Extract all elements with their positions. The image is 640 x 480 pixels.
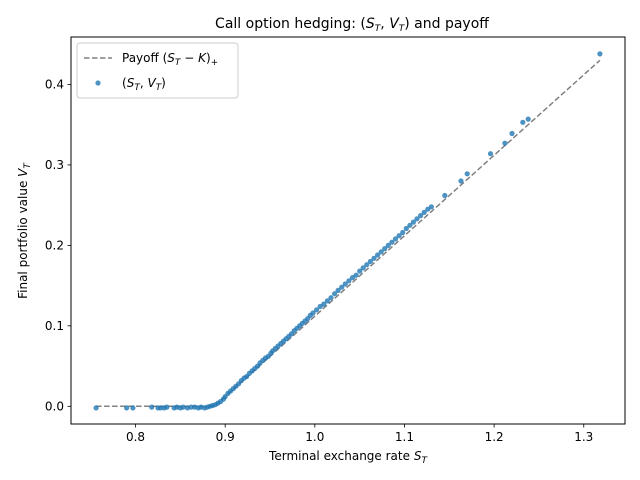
scatter-point: [392, 236, 399, 242]
scatter-point: [464, 171, 470, 177]
scatter-point: [428, 204, 434, 210]
y-tick-label: 0.0: [45, 399, 64, 413]
y-tick-label: 0.1: [45, 319, 64, 333]
y-tick-label: 0.3: [45, 158, 64, 172]
scatter-point: [396, 233, 402, 239]
scatter-point: [314, 307, 320, 313]
plot-area: [93, 51, 603, 411]
scatter-point: [442, 192, 448, 199]
x-tick-label: 0.8: [126, 430, 145, 444]
legend: Payoff (ST − K)+ (ST, VT): [76, 42, 239, 99]
scatter-point: [385, 242, 391, 248]
scatter-point: [335, 287, 341, 293]
scatter-point: [342, 281, 348, 287]
x-axis: 0.8 0.9 1.0 1.1 1.2 1.3: [126, 424, 593, 444]
scatter-point: [310, 310, 316, 316]
scatter-point: [487, 151, 494, 157]
x-tick-label: 1.2: [485, 430, 504, 444]
y-axis-label: Final portfolio value VT: [16, 162, 33, 299]
scatter-point: [124, 405, 130, 411]
scatter-point: [367, 258, 373, 265]
legend-scatter-label: (ST, VT): [122, 76, 166, 93]
scatter-point: [597, 51, 603, 57]
scatter-point: [525, 116, 531, 122]
scatter-point: [378, 249, 384, 255]
scatter-point: [403, 225, 409, 232]
scatter-point: [346, 278, 352, 284]
scatter-point: [400, 229, 406, 236]
scatter-point: [520, 119, 526, 125]
scatter-point: [353, 272, 359, 278]
x-tick-label: 1.0: [305, 430, 324, 444]
legend-box: [76, 42, 239, 99]
legend-scatter-marker: [95, 80, 101, 86]
scatter-point: [328, 295, 334, 301]
scatter-point: [458, 178, 464, 184]
scatter-point: [421, 209, 427, 215]
scatter-point: [149, 404, 155, 410]
legend-payoff-label: Payoff (ST − K)+: [122, 51, 218, 68]
x-axis-label: Terminal exchange rate ST: [268, 449, 428, 466]
scatter-point: [371, 255, 377, 261]
scatter-point: [389, 239, 395, 245]
chart-title: Call option hedging: (ST, VT) and payoff: [215, 16, 489, 34]
scatter-point: [364, 262, 370, 268]
scatter-point: [509, 130, 515, 137]
scatter-point: [360, 265, 366, 271]
scatter-point: [382, 246, 388, 252]
scatter-point: [339, 284, 345, 290]
x-tick-label: 1.3: [574, 430, 593, 444]
scatter-point: [410, 219, 416, 225]
scatter-point: [407, 222, 413, 228]
scatter-point: [502, 140, 508, 146]
scatter-point: [324, 298, 330, 304]
scatter-point: [321, 301, 327, 307]
scatter-point: [188, 404, 194, 410]
x-tick-label: 0.9: [216, 430, 235, 444]
y-tick-label: 0.2: [45, 238, 64, 252]
scatter-point: [418, 213, 424, 219]
scatter-point: [158, 405, 164, 411]
scatter-point: [375, 252, 381, 258]
scatter-point: [93, 405, 99, 411]
axes-frame: [70, 36, 626, 425]
y-axis: 0.0 0.1 0.2 0.3 0.4: [45, 77, 71, 413]
payoff-line: [96, 59, 601, 408]
scatter-point: [414, 216, 420, 222]
x-tick-label: 1.1: [395, 430, 414, 444]
scatter-point: [130, 405, 136, 411]
y-tick-label: 0.4: [45, 77, 64, 91]
scatter-point: [357, 268, 363, 274]
scatter-point: [332, 291, 338, 297]
scatter-point: [180, 404, 186, 410]
scatter-point: [164, 404, 170, 410]
